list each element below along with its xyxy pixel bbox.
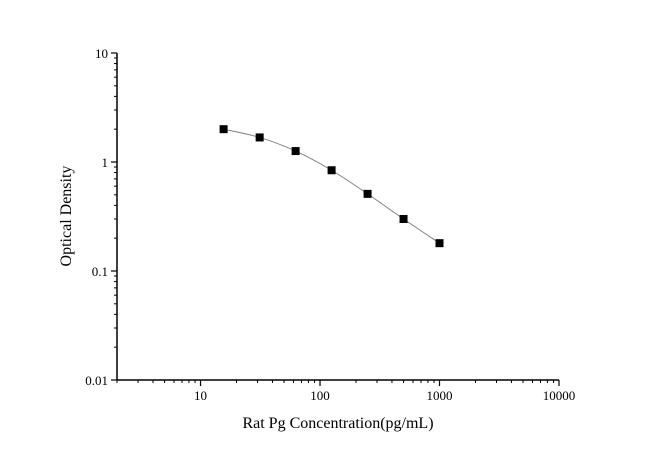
x-tick-label: 10000 bbox=[543, 388, 576, 403]
fit-curve bbox=[223, 128, 440, 244]
x-tick-label: 1000 bbox=[427, 388, 453, 403]
axes bbox=[111, 52, 560, 386]
y-tick-label: 0.1 bbox=[92, 264, 108, 279]
x-tick-label: 100 bbox=[310, 388, 330, 403]
data-point bbox=[327, 166, 336, 175]
data-point bbox=[219, 125, 228, 134]
data-points bbox=[219, 125, 444, 248]
y-axis-label: Optical Density bbox=[58, 166, 75, 267]
data-point bbox=[291, 147, 300, 156]
y-tick-label: 0.01 bbox=[85, 373, 108, 388]
y-tick-label: 10 bbox=[95, 46, 108, 61]
x-axis-label: Rat Pg Concentration(pg/mL) bbox=[242, 415, 433, 432]
data-point bbox=[435, 239, 444, 248]
tick-labels: 0.01 0.1 1 10 10 100 1000 10000 bbox=[85, 46, 575, 403]
data-point bbox=[255, 133, 264, 142]
x-tick-label: 10 bbox=[194, 388, 207, 403]
y-tick-label: 1 bbox=[102, 155, 109, 170]
data-point bbox=[399, 214, 408, 223]
data-point bbox=[363, 189, 372, 198]
